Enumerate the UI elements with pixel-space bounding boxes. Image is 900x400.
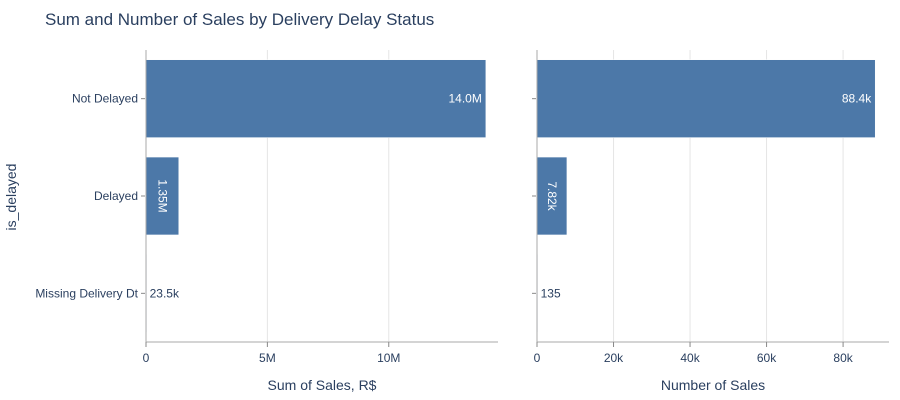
x-tick-label-2-4: 80k: [833, 351, 853, 365]
x-axis-title-2: Number of Sales: [661, 377, 765, 393]
x-tick-label-2-3: 60k: [757, 351, 777, 365]
x-tick-label-1-0: 0: [143, 351, 150, 365]
chart-title: Sum and Number of Sales by Delivery Dela…: [45, 10, 434, 29]
category-label-0: Not Delayed: [72, 92, 138, 106]
plot-area: 14.0M Not Delayed 1.35M Delayed 23.5k Missing…: [35, 50, 889, 393]
panel-1: 14.0M Not Delayed 1.35M Delayed 23.5k Missing…: [35, 50, 498, 393]
x-tick-label-1-1: 5M: [259, 351, 276, 365]
bar-label-2-1: 7.82k: [545, 181, 559, 211]
category-label-1: Delayed: [94, 189, 138, 203]
x-tick-label-1-2: 10M: [377, 351, 400, 365]
bar-label-1-2: 23.5k: [150, 286, 180, 300]
x-axis-title-1: Sum of Sales, R$: [268, 377, 377, 393]
bar-1-0: [145, 59, 487, 138]
x-tick-label-2-0: 0: [534, 351, 541, 365]
bar-1-1: [145, 156, 180, 236]
bar-label-1-0: 14.0M: [449, 92, 482, 106]
x-tick-label-2-2: 40k: [680, 351, 700, 365]
bar-label-2-0: 88.4k: [842, 92, 872, 106]
y-axis-title: is_delayed: [3, 164, 19, 231]
x-tick-label-2-1: 20k: [604, 351, 624, 365]
bar-label-1-1: 1.35M: [155, 179, 169, 212]
bar-label-2-2: 135: [541, 286, 561, 300]
category-label-2: Missing Delivery Dt: [35, 286, 138, 300]
bar-2-0: [536, 59, 876, 138]
panel-2: 88.4k 7.82k 135 0 20k 40k 60k 80k Number of Sale…: [532, 50, 889, 393]
bar-2-1: [536, 156, 568, 236]
